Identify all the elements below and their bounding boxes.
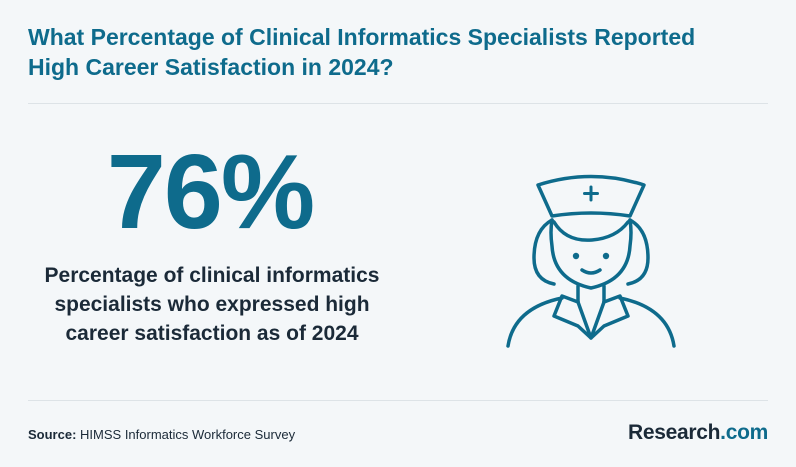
stat-caption-line-1: Percentage of clinical informatics [44, 264, 380, 287]
nurse-bangs-shape [552, 220, 630, 242]
top-divider [28, 103, 768, 104]
nurse-cap-shape [536, 174, 646, 218]
right-eye-shape [602, 252, 610, 260]
brand-suffix: .com [720, 421, 768, 444]
nurse-icon [506, 174, 676, 348]
nurse-shoulders-shape [506, 296, 676, 348]
brand-name: Research [628, 421, 721, 444]
source-note: Source: HIMSS Informatics Workforce Surv… [28, 427, 295, 442]
nurse-hair-shape [532, 218, 650, 286]
source-text: HIMSS Informatics Workforce Survey [80, 427, 296, 442]
nurse-neck-shape [576, 284, 606, 304]
nurse-collar-v-shape [576, 300, 606, 340]
stat-caption: Percentage of clinical informatics speci… [22, 261, 402, 348]
nurse-face-shape [549, 218, 633, 290]
bottom-divider [28, 400, 768, 401]
brand-logo: Research.com [628, 421, 768, 445]
title-line-1: What Percentage of Clinical Informatics … [28, 24, 696, 50]
left-eye-shape [572, 252, 580, 260]
page-title: What Percentage of Clinical Informatics … [28, 22, 728, 82]
smile-shape [580, 268, 602, 275]
cross-icon [583, 185, 599, 202]
stat-value: 76% [106, 133, 315, 251]
stat-caption-line-3: career satisfaction as of 2024 [65, 322, 359, 345]
title-line-2: High Career Satisfaction in 2024? [28, 54, 394, 80]
source-label: Source: [28, 427, 77, 442]
nurse-collar-shape [552, 294, 630, 340]
stat-caption-line-2: specialists who expressed high [54, 293, 370, 316]
